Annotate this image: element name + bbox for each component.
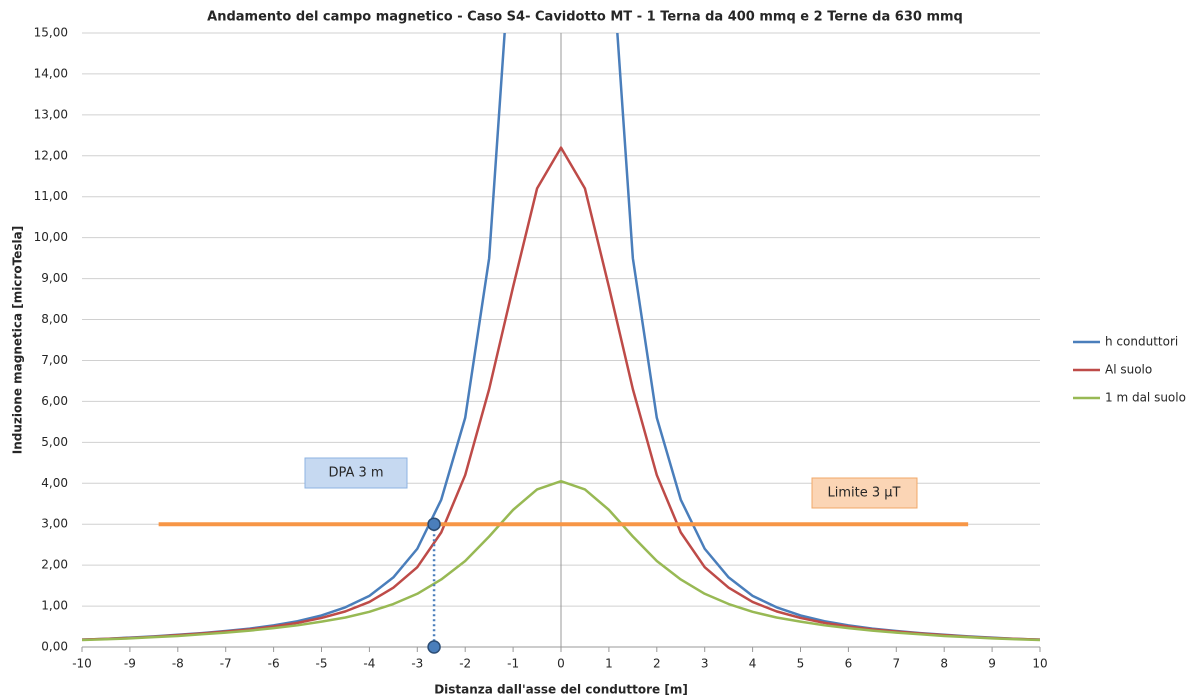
y-tick-label: 6,00 bbox=[41, 394, 68, 408]
x-tick-label: -7 bbox=[220, 657, 232, 671]
y-tick-label: 3,00 bbox=[41, 517, 68, 531]
y-tick-label: 14,00 bbox=[34, 66, 68, 80]
plot-area bbox=[82, 33, 1040, 642]
series-line bbox=[82, 479, 1040, 642]
x-axis-title: Distanza dall'asse del conduttore [m] bbox=[434, 683, 688, 697]
grid bbox=[81, 32, 1041, 652]
x-tick-label: 5 bbox=[797, 657, 805, 671]
y-tick-label: 12,00 bbox=[34, 148, 68, 162]
x-tick-label: 1 bbox=[605, 657, 613, 671]
y-tick-label: 15,00 bbox=[34, 26, 68, 40]
y-tick-label: 13,00 bbox=[34, 107, 68, 121]
x-tick-label: 6 bbox=[845, 657, 853, 671]
dpa-label: DPA 3 m bbox=[328, 466, 383, 481]
x-tick-label: 2 bbox=[653, 657, 661, 671]
x-tick-label: -1 bbox=[507, 657, 519, 671]
x-tick-label: -9 bbox=[124, 657, 136, 671]
legend-label: h conduttori bbox=[1105, 335, 1178, 349]
x-tick-label: -2 bbox=[459, 657, 471, 671]
x-tick-label: 10 bbox=[1032, 657, 1047, 671]
x-tick-label: -3 bbox=[411, 657, 423, 671]
y-tick-label: 2,00 bbox=[41, 558, 68, 572]
x-tick-label: -10 bbox=[72, 657, 92, 671]
x-tick-label: 7 bbox=[892, 657, 900, 671]
legend-label: 1 m dal suolo bbox=[1105, 391, 1186, 405]
x-tick-label: 9 bbox=[988, 657, 996, 671]
y-tick-label: 4,00 bbox=[41, 476, 68, 490]
x-tick-label: -4 bbox=[363, 657, 375, 671]
x-tick-label: 3 bbox=[701, 657, 709, 671]
y-axis-title: Induzione magnetica [microTesla] bbox=[11, 226, 25, 454]
dpa-box bbox=[304, 457, 408, 489]
x-tick-label: 0 bbox=[557, 657, 565, 671]
x-tick-label: 8 bbox=[940, 657, 948, 671]
y-tick-label: 0,00 bbox=[41, 640, 68, 654]
chart-title: Andamento del campo magnetico - Caso S4-… bbox=[207, 10, 963, 25]
limit-label: Limite 3 µT bbox=[828, 486, 901, 501]
legend-label: Al suolo bbox=[1105, 363, 1152, 377]
dpa-foot-point bbox=[427, 640, 441, 654]
y-tick-label: 7,00 bbox=[41, 353, 68, 367]
y-tick-label: 1,00 bbox=[41, 599, 68, 613]
limit-box bbox=[811, 477, 918, 509]
dpa-point bbox=[427, 517, 441, 531]
x-tick-label: 4 bbox=[749, 657, 757, 671]
y-tick-label: 11,00 bbox=[34, 189, 68, 203]
y-tick-label: 5,00 bbox=[41, 435, 68, 449]
x-tick-label: -5 bbox=[316, 657, 328, 671]
annotations: Limite 3 µT DPA 3 m bbox=[158, 457, 969, 654]
x-tick-label: -6 bbox=[268, 657, 280, 671]
x-tick-label: -8 bbox=[172, 657, 184, 671]
y-tick-label: 10,00 bbox=[34, 230, 68, 244]
y-tick-label: 8,00 bbox=[41, 312, 68, 326]
y-tick-label: 9,00 bbox=[41, 271, 68, 285]
